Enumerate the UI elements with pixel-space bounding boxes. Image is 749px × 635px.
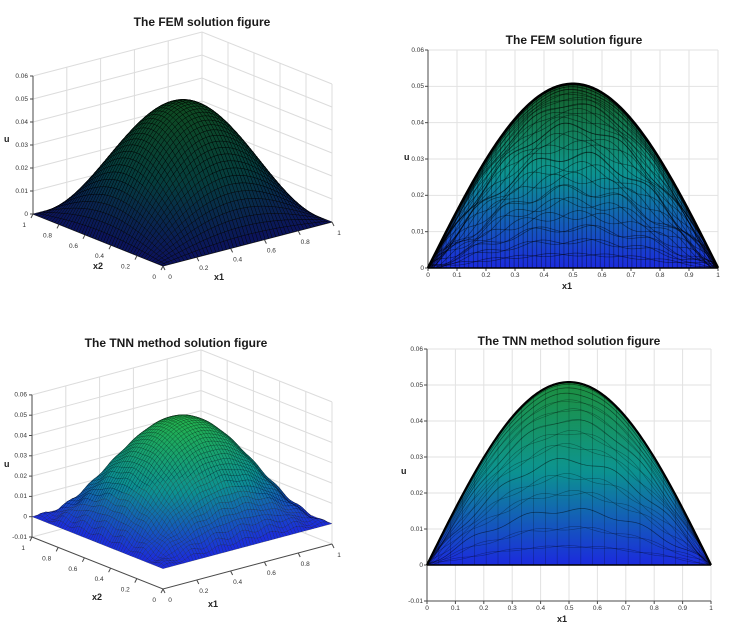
u-axis-label: u — [4, 459, 10, 469]
panel-tnn-3d: The TNN method solution figure x1 x2 u — [0, 318, 374, 635]
panel-fem-3d: The FEM solution figure x1 x2 u — [0, 0, 374, 318]
panel-title: The FEM solution figure — [505, 33, 643, 47]
u-axis-label: u — [401, 466, 407, 476]
fem-2d-profile-plot — [374, 0, 749, 318]
u-axis-label: u — [4, 134, 10, 144]
x2-axis-label: x2 — [92, 592, 103, 602]
tnn-2d-profile-plot — [374, 318, 749, 635]
x1-axis-label: x1 — [214, 272, 225, 282]
panel-tnn-2d: The TNN method solution figure x1 u — [374, 318, 749, 635]
x1-axis-label: x1 — [557, 614, 568, 624]
fem-3d-surface-plot — [0, 0, 374, 318]
panel-fem-2d: The FEM solution figure x1 u — [374, 0, 749, 318]
panel-title: The FEM solution figure — [133, 15, 271, 29]
x1-axis-label: x1 — [562, 281, 573, 291]
tnn-3d-surface-plot — [0, 318, 374, 635]
x2-axis-label: x2 — [93, 261, 104, 271]
x1-axis-label: x1 — [208, 599, 219, 609]
panel-title: The TNN method solution figure — [477, 334, 661, 348]
u-axis-label: u — [404, 152, 410, 162]
panel-title: The TNN method solution figure — [84, 336, 268, 350]
